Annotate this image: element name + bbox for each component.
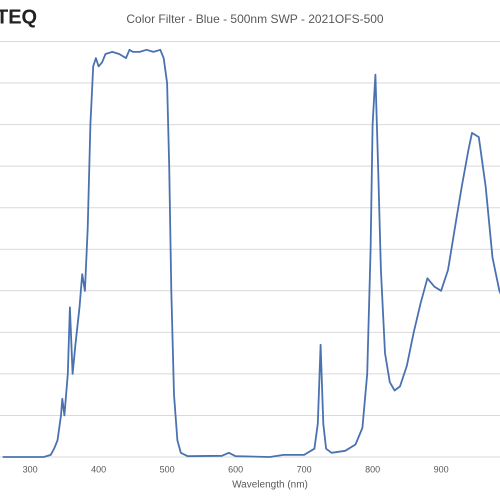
x-tick-label: 300 xyxy=(23,464,38,474)
data-line xyxy=(2,48,500,458)
logo: TEQ xyxy=(0,6,37,28)
chart-title: Color Filter - Blue - 500nm SWP - 2021OF… xyxy=(126,12,384,26)
x-tick-label: 700 xyxy=(297,464,312,474)
x-tick-label: 800 xyxy=(365,464,380,474)
x-axis-label: Wavelength (nm) xyxy=(232,480,308,491)
x-tick-label: 500 xyxy=(160,464,175,474)
x-tick-label: 600 xyxy=(228,464,243,474)
x-tick-label: 400 xyxy=(91,464,106,474)
x-tick-label: 900 xyxy=(434,464,449,474)
